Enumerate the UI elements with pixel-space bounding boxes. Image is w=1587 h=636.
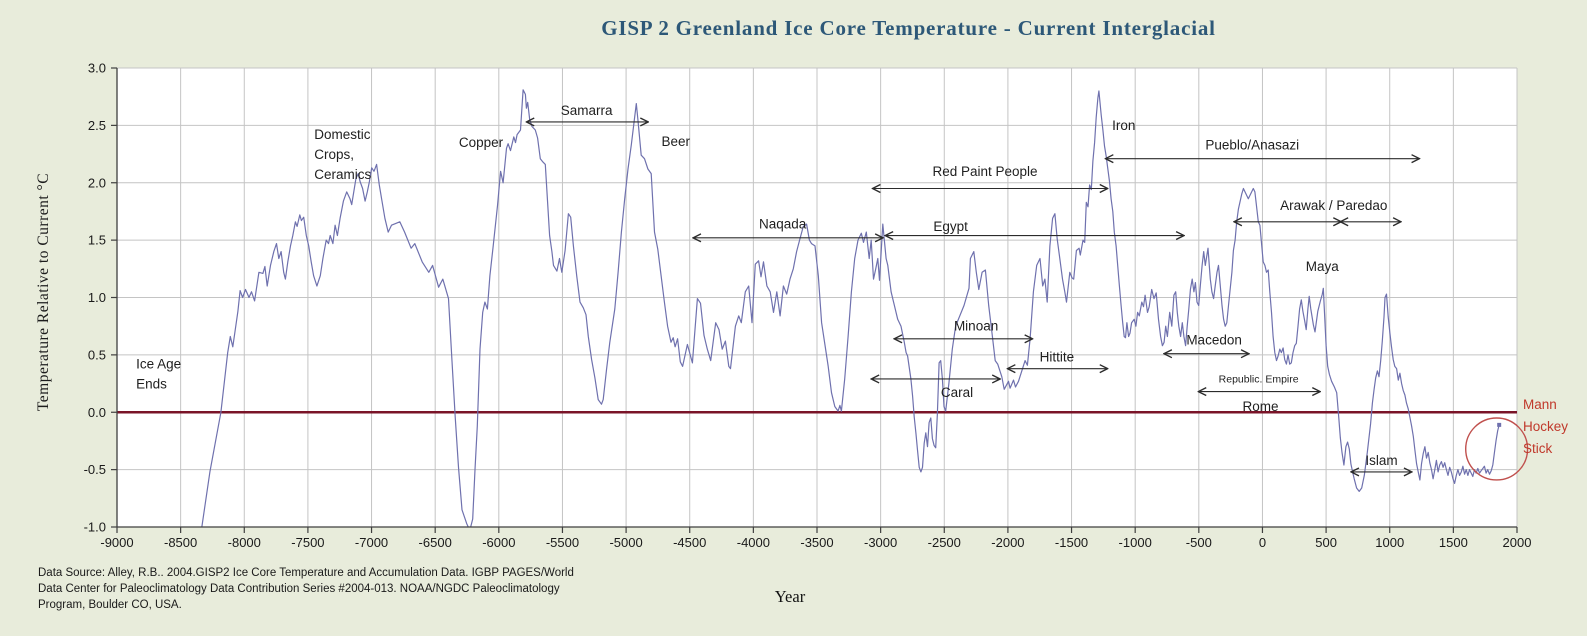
x-tick-label: -5000 bbox=[609, 535, 642, 550]
annotation-label-mann-hockey-stick: Mann bbox=[1523, 397, 1557, 412]
annotation-label-arawak-paredao: Arawak / Paredao bbox=[1280, 198, 1387, 213]
y-tick-label: -0.5 bbox=[84, 462, 106, 477]
y-tick-label: 3.0 bbox=[88, 61, 106, 76]
x-tick-label: -7500 bbox=[291, 535, 324, 550]
annotation-label-islam: Islam bbox=[1365, 453, 1397, 468]
x-tick-label: -9000 bbox=[100, 535, 133, 550]
y-tick-label: 1.0 bbox=[88, 290, 106, 305]
x-tick-label: 0 bbox=[1259, 535, 1266, 550]
annotation-label-republic-empire: Republic. Empire bbox=[1219, 373, 1299, 385]
x-tick-label: -1500 bbox=[1055, 535, 1088, 550]
annotation-label-caral: Caral bbox=[941, 385, 973, 400]
data-source-line: Program, Boulder CO, USA. bbox=[38, 599, 182, 611]
annotation-label-beer: Beer bbox=[661, 134, 690, 149]
x-tick-label: -500 bbox=[1186, 535, 1212, 550]
annotation-label-red-paint-people: Red Paint People bbox=[932, 164, 1037, 179]
annotation-label-maya: Maya bbox=[1306, 259, 1340, 274]
annotation-label-macedon: Macedon bbox=[1186, 332, 1242, 347]
annotation-label-iron: Iron bbox=[1112, 118, 1135, 133]
x-tick-label: -3500 bbox=[800, 535, 833, 550]
annotation-label-mann-hockey-stick: Stick bbox=[1523, 441, 1553, 456]
data-source-note: Data Source: Alley, R.B.. 2004.GISP2 Ice… bbox=[38, 565, 574, 613]
data-source-line: Data Source: Alley, R.B.. 2004.GISP2 Ice… bbox=[38, 567, 574, 579]
annotation-label-domestic-crops-ceramics: Crops, bbox=[314, 147, 354, 162]
annotation-label-pueblo-anasazi: Pueblo/Anasazi bbox=[1205, 137, 1299, 152]
data-source-line: Data Center for Paleoclimatology Data Co… bbox=[38, 583, 560, 595]
annotation-label-rome: Rome bbox=[1243, 399, 1279, 414]
x-tick-label: 1000 bbox=[1375, 535, 1404, 550]
y-tick-label: 0.5 bbox=[88, 347, 106, 362]
annotation-label-mann-hockey-stick: Hockey bbox=[1523, 419, 1568, 434]
annotation-label-ice-age-ends: Ends bbox=[136, 377, 167, 392]
x-tick-label: -8500 bbox=[164, 535, 197, 550]
hockey-stick-circle bbox=[1465, 417, 1529, 481]
x-tick-label: -5500 bbox=[546, 535, 579, 550]
annotation-label-samarra: Samarra bbox=[561, 103, 613, 118]
y-tick-label: 0.0 bbox=[88, 405, 106, 420]
x-tick-label: -7000 bbox=[355, 535, 388, 550]
y-tick-label: 2.0 bbox=[88, 175, 106, 190]
x-tick-label: 500 bbox=[1315, 535, 1337, 550]
x-tick-label: -6000 bbox=[482, 535, 515, 550]
x-tick-label: -2000 bbox=[991, 535, 1024, 550]
y-tick-label: -1.0 bbox=[84, 520, 106, 535]
annotation-label-minoan: Minoan bbox=[954, 319, 998, 334]
annotation-label-egypt: Egypt bbox=[933, 219, 968, 234]
x-tick-label: -6500 bbox=[419, 535, 452, 550]
series-end-marker bbox=[1497, 422, 1502, 427]
temperature-series-line bbox=[201, 89, 1500, 527]
x-tick-label: -2500 bbox=[928, 535, 961, 550]
x-tick-label: -8000 bbox=[228, 535, 261, 550]
x-tick-label: -3000 bbox=[864, 535, 897, 550]
x-tick-label: -4500 bbox=[673, 535, 706, 550]
annotation-label-domestic-crops-ceramics: Domestic bbox=[314, 127, 371, 142]
x-tick-label: -4000 bbox=[737, 535, 770, 550]
annotation-label-naqada: Naqada bbox=[759, 217, 807, 232]
y-tick-label: 2.5 bbox=[88, 118, 106, 133]
x-tick-label: 1500 bbox=[1439, 535, 1468, 550]
chart-title: GISP 2 Greenland Ice Core Temperature - … bbox=[601, 16, 1216, 40]
x-tick-label: -1000 bbox=[1119, 535, 1152, 550]
annotation-label-copper: Copper bbox=[459, 135, 504, 150]
annotation-label-domestic-crops-ceramics: Ceramics bbox=[314, 167, 371, 182]
annotation-label-hittite: Hittite bbox=[1040, 350, 1075, 365]
y-tick-label: 1.5 bbox=[88, 233, 106, 248]
x-axis-title: Year bbox=[774, 587, 806, 606]
x-tick-label: 2000 bbox=[1503, 535, 1532, 550]
annotation-label-ice-age-ends: Ice Age bbox=[136, 357, 181, 372]
